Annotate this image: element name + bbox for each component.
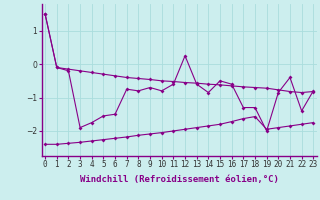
X-axis label: Windchill (Refroidissement éolien,°C): Windchill (Refroidissement éolien,°C) [80, 175, 279, 184]
